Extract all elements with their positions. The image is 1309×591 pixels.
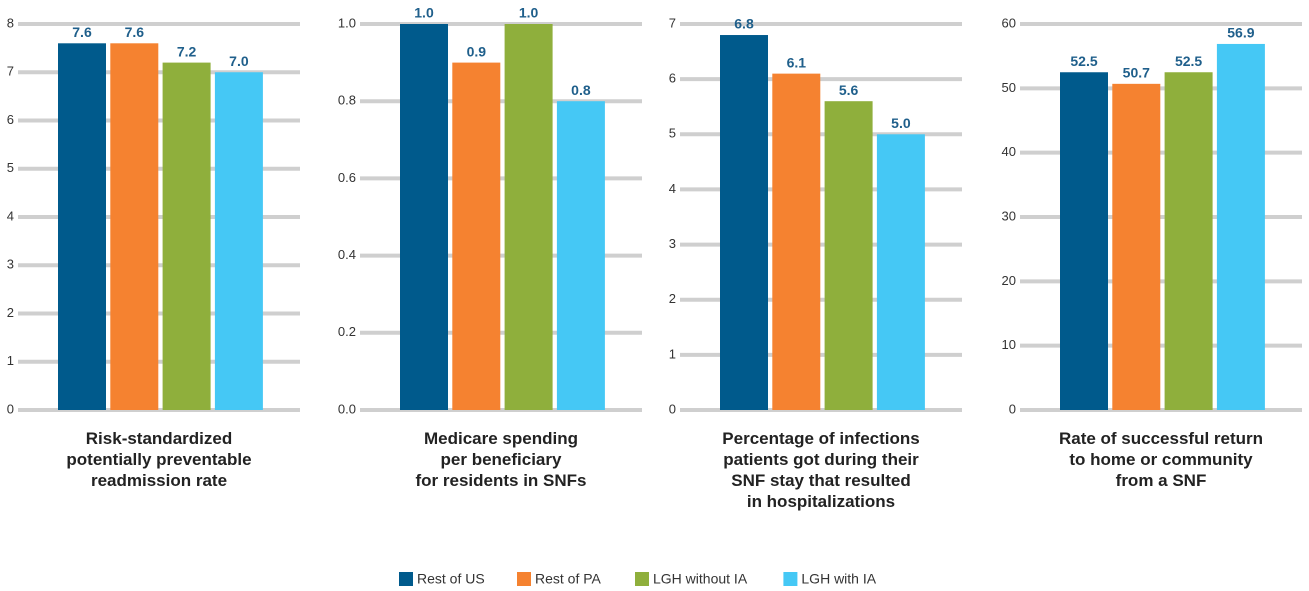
bar: [876, 134, 925, 411]
value-label: 6.8: [734, 16, 754, 32]
y-tick-label: 60: [1002, 15, 1016, 30]
value-label: 5.6: [839, 82, 859, 98]
y-tick-label: 7: [669, 15, 676, 30]
bar: [110, 43, 159, 411]
y-tick-label: 6: [669, 71, 676, 86]
y-tick-label: 3: [669, 236, 676, 251]
legend-label: LGH with IA: [801, 571, 876, 587]
bar: [556, 101, 605, 410]
bar: [772, 73, 821, 410]
y-tick-label: 5: [669, 126, 676, 141]
y-tick-label: 1.0: [338, 15, 356, 30]
y-tick-label: 2: [669, 291, 676, 306]
chart-title: Medicare spending per beneficiary for re…: [415, 429, 587, 490]
y-tick-label: 3: [7, 257, 14, 272]
legend-label: Rest of US: [417, 571, 485, 587]
value-label: 50.7: [1123, 65, 1150, 81]
y-tick-label: 8: [7, 15, 14, 30]
legend-label: Rest of PA: [535, 571, 602, 587]
y-tick-label: 0: [7, 401, 14, 416]
bar: [1060, 72, 1108, 410]
value-label: 1.0: [414, 5, 434, 21]
y-tick-label: 4: [7, 208, 14, 223]
y-tick-label: 10: [1002, 337, 1016, 352]
legend-label: LGH without IA: [653, 571, 748, 587]
bar: [452, 62, 501, 410]
y-tick-label: 0.0: [338, 401, 356, 416]
y-tick-label: 0.4: [338, 247, 356, 262]
legend-swatch: [783, 572, 798, 586]
bar: [162, 62, 211, 410]
y-tick-label: 30: [1002, 208, 1016, 223]
value-label: 52.5: [1175, 53, 1202, 69]
bar: [58, 43, 106, 411]
chart-title: Risk-standardized potentially preventabl…: [66, 429, 252, 490]
y-tick-label: 7: [7, 64, 14, 79]
bar: [400, 24, 448, 410]
y-tick-label: 4: [669, 181, 676, 196]
y-tick-label: 2: [7, 305, 14, 320]
value-label: 7.2: [177, 43, 197, 59]
bar: [504, 24, 553, 410]
bar: [1216, 43, 1265, 411]
y-tick-label: 6: [7, 112, 14, 127]
y-tick-label: 5: [7, 160, 14, 175]
bar: [214, 72, 263, 410]
bar: [824, 101, 873, 410]
legend-swatch: [635, 572, 649, 586]
value-label: 52.5: [1070, 53, 1097, 69]
y-tick-label: 0.8: [338, 93, 356, 108]
bar: [1112, 83, 1161, 410]
y-tick-label: 1: [7, 353, 14, 368]
y-tick-label: 20: [1002, 273, 1016, 288]
value-label: 7.0: [229, 53, 249, 69]
legend-swatch: [399, 572, 413, 586]
chart-title: Percentage of infections patients got du…: [722, 429, 920, 511]
bar: [1164, 72, 1213, 410]
y-tick-label: 0: [1009, 401, 1016, 416]
value-label: 56.9: [1227, 25, 1254, 41]
y-tick-label: 0.2: [338, 324, 356, 339]
y-tick-label: 0.6: [338, 170, 356, 185]
legend-swatch: [517, 572, 531, 586]
chart-title: Rate of successful return to home or com…: [1058, 429, 1264, 490]
bar: [720, 35, 768, 411]
value-label: 1.0: [519, 5, 539, 21]
value-label: 6.1: [787, 54, 807, 70]
value-label: 7.6: [72, 24, 92, 40]
y-tick-label: 0: [669, 401, 676, 416]
value-label: 7.6: [125, 24, 145, 40]
y-tick-label: 40: [1002, 144, 1016, 159]
value-label: 0.9: [467, 43, 487, 59]
value-label: 5.0: [891, 115, 911, 131]
y-tick-label: 50: [1002, 80, 1016, 95]
y-tick-label: 1: [669, 346, 676, 361]
value-label: 0.8: [571, 82, 591, 98]
